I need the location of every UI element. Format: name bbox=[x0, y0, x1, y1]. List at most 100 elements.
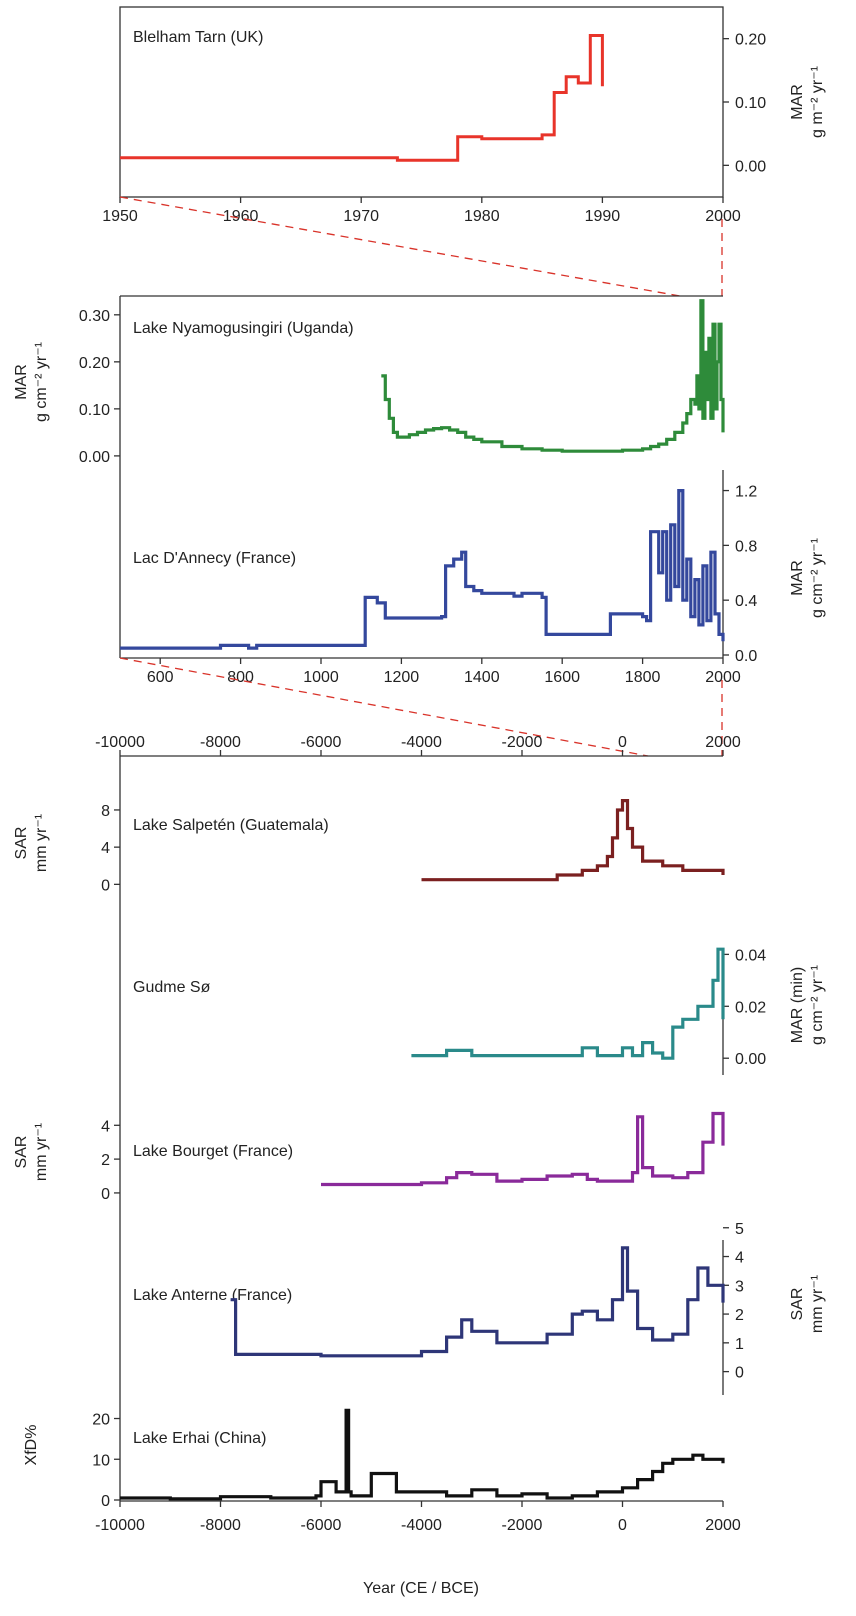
panel-bottom-bottom-x-ticks: -10000 -8000 -6000 -4000 -2000 0 2000 bbox=[95, 1501, 741, 1534]
panel-middle-x-tick-label: 600 bbox=[147, 669, 174, 686]
panel-bottom-lake-bourget-france-y-tick-label: 0 bbox=[101, 1186, 110, 1203]
panel-top-ylabel-2: g m⁻² yr⁻¹ bbox=[809, 66, 826, 138]
panel-bottom-lake-anterne-france-y-tick-label: 0 bbox=[735, 1365, 744, 1382]
panel-bottom: -10000 -8000 -6000 -4000 -2000 0 2000 -10000 -8… bbox=[13, 734, 826, 1597]
series-label-gudme: Gudme Sø bbox=[133, 979, 211, 996]
panel-middle-x-tick-label: 1400 bbox=[464, 669, 500, 686]
series-line-lake-nyamogusingiri-uganda bbox=[381, 299, 725, 453]
panel-bottom-x-axis-label: Year (CE / BCE) bbox=[363, 1580, 479, 1597]
zoom-connector-left-2 bbox=[119, 657, 649, 757]
panel-bottom-gudme-s-y-title-2: g cm⁻² yr⁻¹ bbox=[809, 965, 826, 1045]
series-line-gudme-s bbox=[411, 947, 725, 1060]
panel-middle-left-ylabel-2: g cm⁻² yr⁻¹ bbox=[33, 342, 50, 422]
panel-bottom-lake-anterne-france-y-tick-label: 4 bbox=[735, 1250, 744, 1267]
zoom-connector-left-1 bbox=[119, 196, 681, 297]
panel-bottom-top-x-tick-label: 0 bbox=[618, 734, 627, 751]
panel-middle-left-y-tick-label: 0.00 bbox=[79, 449, 110, 466]
panel-bottom-gudme-s-y-title-1: MAR (min) bbox=[789, 967, 806, 1043]
series-label-nyamogusingiri: Lake Nyamogusingiri (Uganda) bbox=[133, 320, 354, 337]
panel-top-x-tick-label: 1980 bbox=[464, 208, 500, 225]
panel-middle-x-tick-label: 1000 bbox=[303, 669, 339, 686]
panel-top-x-tick-label: 2000 bbox=[705, 208, 741, 225]
panel-bottom-bottom-x-tick-label: -8000 bbox=[200, 1517, 241, 1534]
panel-bottom-gudme-s-y-tick-label: 0.00 bbox=[735, 1051, 766, 1068]
panel-middle-right-y-tick-label: 1.2 bbox=[735, 484, 757, 501]
panel-middle-left-y-tick-label: 0.20 bbox=[79, 355, 110, 372]
panel-middle-x-ticks: 600 800 1000 1200 1400 1600 1800 2000 bbox=[147, 658, 741, 686]
panel-bottom-top-x-tick-label: -10000 bbox=[95, 734, 145, 751]
panel-top-x-ticks: 1950 1960 1970 1980 1990 2000 bbox=[102, 197, 741, 225]
series-line-lac-d-annecy-france bbox=[120, 489, 725, 650]
panel-middle-right-y-tick-label: 0.4 bbox=[735, 593, 757, 610]
panel-bottom-lake-anterne-france-y-title-2: mm yr⁻¹ bbox=[809, 1275, 826, 1333]
panel-top-y-tick-label: 0.00 bbox=[735, 158, 766, 175]
panel-bottom-lake-anterne-france-y-tick-label: 1 bbox=[735, 1336, 744, 1353]
panel-top-x-tick-label: 1990 bbox=[585, 208, 621, 225]
panel-bottom-bottom-x-tick-label: -10000 bbox=[95, 1517, 145, 1534]
panel-bottom-top-x-tick-label: -6000 bbox=[301, 734, 342, 751]
panel-bottom-bottom-x-tick-label: -2000 bbox=[502, 1517, 543, 1534]
panel-middle-x-tick-label: 1800 bbox=[625, 669, 661, 686]
panel-middle-x-tick-label: 2000 bbox=[705, 669, 741, 686]
series-label-annecy: Lac D'Annecy (France) bbox=[133, 550, 296, 567]
panel-top-y-ticks: 0.00 0.10 0.20 bbox=[723, 32, 766, 175]
panel-middle: 600 800 1000 1200 1400 1600 1800 2000 0.000.100… bbox=[13, 295, 826, 686]
panel-bottom-lake-bourget-france-y-title-1: SAR bbox=[13, 1136, 30, 1169]
panel-bottom-top-x-tick-label: -2000 bbox=[502, 734, 543, 751]
panel-middle-right-ylabel-2: g cm⁻² yr⁻¹ bbox=[809, 538, 826, 618]
panel-top-y-tick-label: 0.20 bbox=[735, 32, 766, 49]
panel-bottom-lake-bourget-france-y-tick-label: 4 bbox=[101, 1118, 110, 1135]
panel-bottom-gudme-s-y-tick-label: 0.04 bbox=[735, 947, 766, 964]
panel-bottom-lake-bourget-france-y-tick-label: 2 bbox=[101, 1152, 110, 1169]
panel-middle-left-ticks: 0.00 0.10 0.20 0.30 bbox=[79, 308, 120, 466]
panel-bottom-bottom-x-tick-label: -6000 bbox=[301, 1517, 342, 1534]
panel-bottom-lake-salpet-n-guatemala-y-tick-label: 8 bbox=[101, 803, 110, 820]
panel-middle-left-y-tick-label: 0.10 bbox=[79, 402, 110, 419]
panel-bottom-lake-bourget-france-y-title-2: mm yr⁻¹ bbox=[33, 1123, 50, 1181]
panel-bottom-lake-erhai-china-y-tick-label: 0 bbox=[101, 1493, 110, 1510]
panel-bottom-top-x-ticks: -10000 -8000 -6000 -4000 -2000 0 2000 bbox=[95, 734, 741, 756]
panel-bottom-top-x-tick-label: -4000 bbox=[401, 734, 442, 751]
series-line-lake-bourget-france bbox=[321, 1111, 725, 1187]
panel-middle-right-ylabel-1: MAR bbox=[789, 560, 806, 596]
panel-middle-x-tick-label: 800 bbox=[227, 669, 254, 686]
panel-bottom-lake-salpet-n-guatemala-y-tick-label: 0 bbox=[101, 877, 110, 894]
series-line-lake-anterne-france bbox=[230, 1246, 725, 1358]
series-label-anterne: Lake Anterne (France) bbox=[133, 1287, 292, 1304]
panel-middle-left-y-tick-label: 0.30 bbox=[79, 308, 110, 325]
series-line-lake-erhai-china bbox=[120, 1408, 725, 1501]
panel-bottom-lake-salpet-n-guatemala-y-title-2: mm yr⁻¹ bbox=[33, 814, 50, 872]
panel-middle-x-tick-label: 1600 bbox=[544, 669, 580, 686]
series-label-erhai: Lake Erhai (China) bbox=[133, 1430, 266, 1447]
panel-middle-left-ylabel-1: MAR bbox=[13, 364, 30, 400]
panel-middle-x-tick-label: 1200 bbox=[384, 669, 420, 686]
panel-bottom-top-x-tick-label: 2000 bbox=[705, 734, 741, 751]
series-line-lake-salpet-n-guatemala bbox=[421, 799, 725, 882]
panel-top-x-tick-label: 1950 bbox=[102, 208, 138, 225]
panel-bottom-lake-erhai-china-y-tick-label: 20 bbox=[92, 1412, 110, 1429]
series-label-salpeten: Lake Salpetén (Guatemala) bbox=[133, 817, 329, 834]
panel-bottom-lake-anterne-france-y-tick-label: 3 bbox=[735, 1278, 744, 1295]
panel-top-y-tick-label: 0.10 bbox=[735, 95, 766, 112]
panel-middle-right-y-tick-label: 0.8 bbox=[735, 538, 757, 555]
panel-bottom-bottom-x-tick-label: -4000 bbox=[401, 1517, 442, 1534]
series-label-blelham: Blelham Tarn (UK) bbox=[133, 29, 263, 46]
panel-top-ylabel-1: MAR bbox=[789, 84, 806, 120]
panel-bottom-lake-anterne-france-y-tick-label: 2 bbox=[735, 1307, 744, 1324]
panel-top-x-tick-label: 1960 bbox=[223, 208, 259, 225]
panel-bottom-lake-anterne-france-y-tick-label: 5 bbox=[735, 1221, 744, 1238]
panel-top-x-tick-label: 1970 bbox=[343, 208, 379, 225]
panel-middle-right-ticks: 0.0 0.4 0.8 1.2 bbox=[723, 484, 757, 665]
panel-middle-right-y-tick-label: 0.0 bbox=[735, 648, 757, 665]
panel-bottom-lake-salpet-n-guatemala-y-title-1: SAR bbox=[13, 827, 30, 860]
panel-bottom-lake-erhai-china-y-tick-label: 10 bbox=[92, 1452, 110, 1469]
panel-top: 1950 1960 1970 1980 1990 2000 0.00 0.10 0.20 Bl… bbox=[102, 6, 826, 225]
series-line-blelham-tarn-uk bbox=[120, 34, 604, 162]
panel-bottom-lake-erhai-china-y-title-1: XfD% bbox=[23, 1425, 40, 1466]
panel-bottom-lake-salpet-n-guatemala-y-tick-label: 4 bbox=[101, 840, 110, 857]
panel-bottom-top-x-tick-label: -8000 bbox=[200, 734, 241, 751]
series-label-bourget: Lake Bourget (France) bbox=[133, 1143, 293, 1160]
panel-bottom-gudme-s-y-tick-label: 0.02 bbox=[735, 999, 766, 1016]
